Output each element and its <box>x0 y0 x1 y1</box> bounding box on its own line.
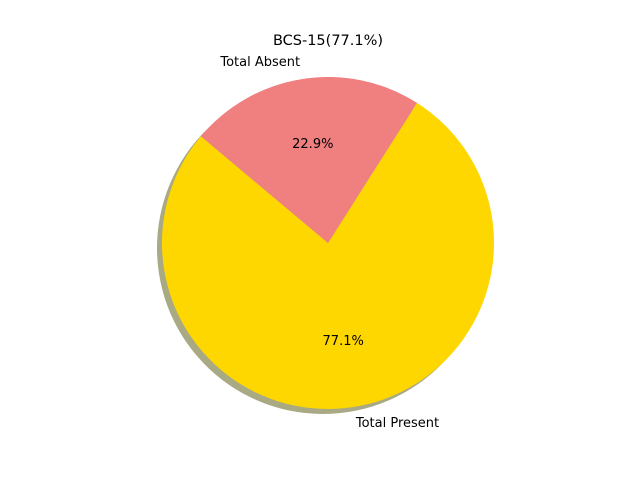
slice-total-present <box>162 102 494 410</box>
slice-total-absent <box>200 77 418 243</box>
slice-percent-total-absent: 22.9% <box>292 137 333 152</box>
chart-title: BCS-15(77.1%) <box>272 33 384 49</box>
pie-slices <box>162 77 494 410</box>
pie-labels: Total Present 77.1% Total Absent 22.9% <box>219 55 439 431</box>
slice-label-total-absent: Total Absent <box>219 55 300 70</box>
slice-label-total-present: Total Present <box>355 416 439 431</box>
slice-percent-total-present: 77.1% <box>323 334 364 349</box>
